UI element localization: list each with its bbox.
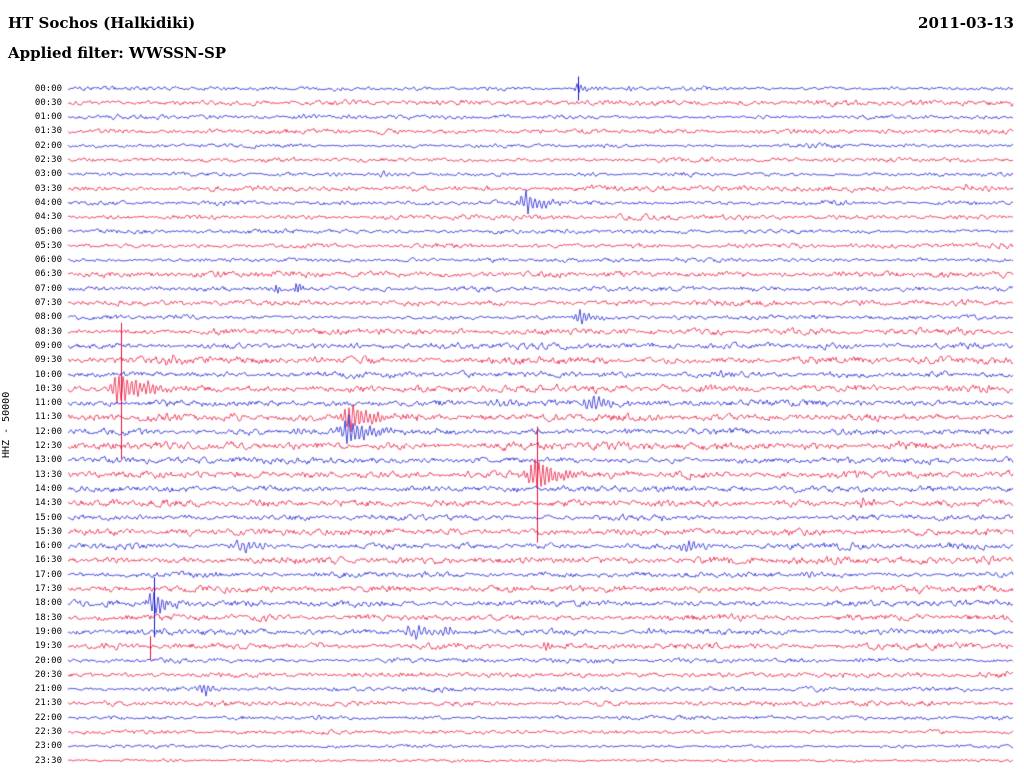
helicorder-page: HT Sochos (Halkidiki) 2011-03-13 Applied… — [0, 0, 1024, 780]
seismogram-canvas — [0, 0, 1024, 780]
